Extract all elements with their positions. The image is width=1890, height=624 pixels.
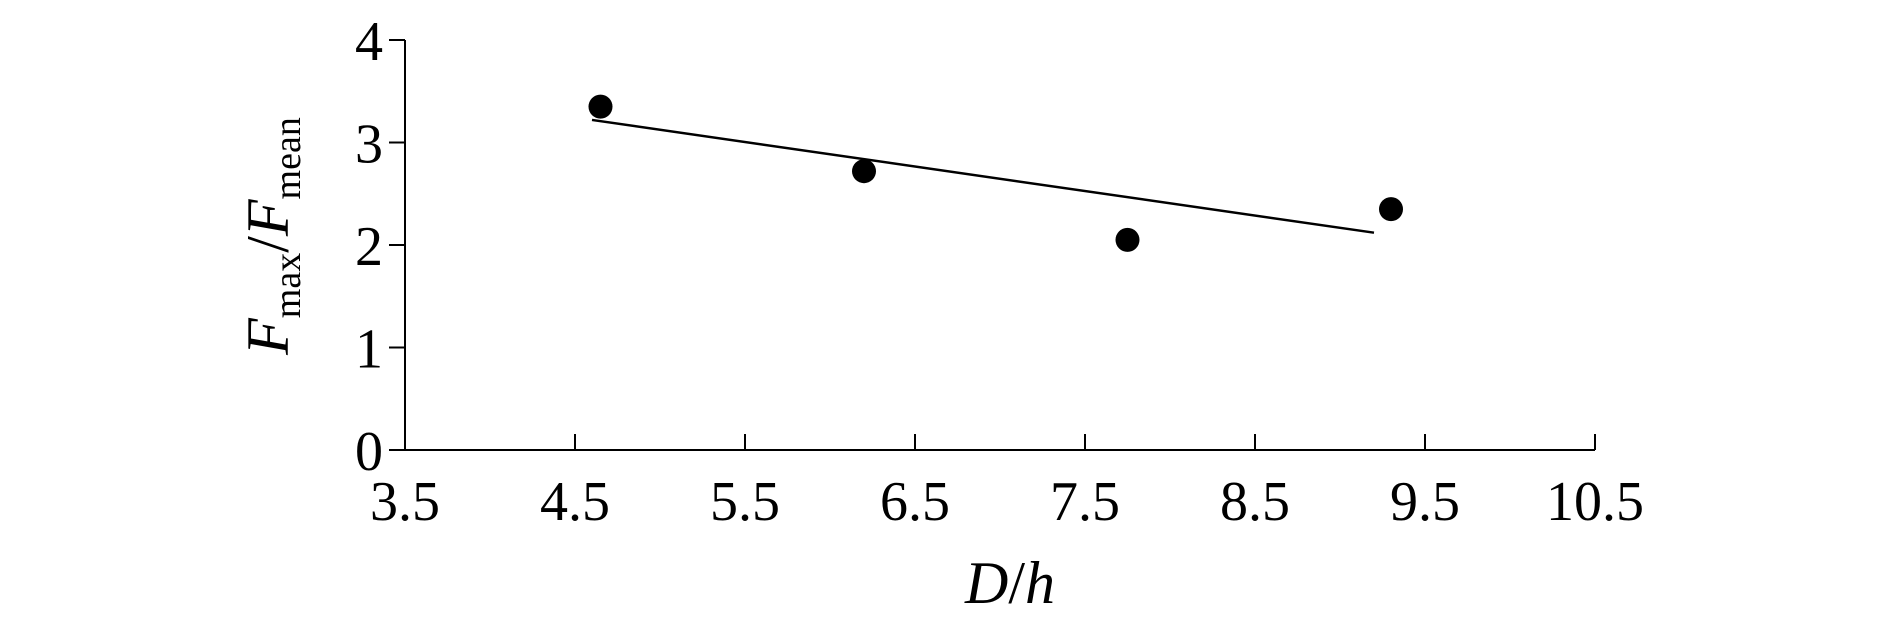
x-tick-label: 8.5: [1220, 471, 1290, 533]
data-point: [852, 159, 876, 184]
y-axis-title-sub2: mean: [267, 117, 309, 199]
x-tick-label: 10.5: [1546, 471, 1644, 533]
x-tick-label: 5.5: [710, 471, 780, 533]
y-axis-title-sep: /: [235, 236, 301, 253]
data-point: [1379, 197, 1403, 222]
x-tick-label: 7.5: [1050, 471, 1120, 533]
x-axis-title: D/h: [964, 550, 1055, 616]
y-tick-label: 4: [355, 11, 383, 73]
y-axis-title-f2: F: [235, 198, 301, 237]
y-tick-label: 3: [355, 114, 383, 176]
svg-text:D/h: D/h: [964, 550, 1055, 616]
y-tick-label: 0: [355, 421, 383, 483]
x-tick-label: 4.5: [540, 471, 610, 533]
x-tick-label: 3.5: [370, 471, 440, 533]
data-point: [1115, 227, 1140, 252]
x-tick-label: 9.5: [1390, 471, 1460, 533]
y-tick-label: 1: [355, 319, 383, 381]
x-axis-title-sep: /: [1008, 550, 1025, 616]
x-axis-title-tail: h: [1025, 550, 1055, 616]
x-axis-title-main: D: [964, 550, 1008, 616]
data-point: [588, 94, 613, 119]
y-axis-title: Fmax/Fmean: [235, 117, 309, 356]
plot-area: 0 1 2 3 4 3.5 4.5 5.5 6.5 7.5 8.5 9.5 10.5: [355, 11, 1644, 533]
trend-line: [591, 118, 1375, 234]
x-tick-label: 6.5: [880, 471, 950, 533]
svg-text:Fmax/Fmean: Fmax/Fmean: [235, 117, 309, 356]
y-axis-title-f1: F: [235, 317, 301, 356]
y-tick-label: 2: [355, 216, 383, 278]
y-axis-title-sub1: max: [267, 253, 309, 318]
